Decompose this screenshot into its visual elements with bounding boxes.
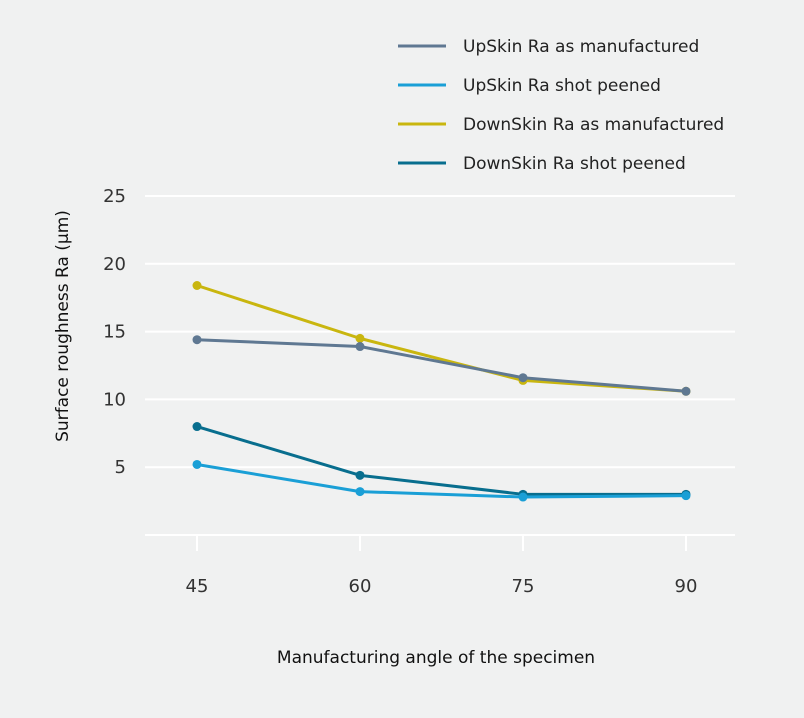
series-line — [196, 338, 687, 393]
series-upskin-ra-as-manufactured — [192, 335, 691, 396]
series-downskin-ra-as-manufactured — [192, 280, 691, 396]
data-point — [355, 470, 365, 480]
x-axis-title: Manufacturing angle of the specimen — [277, 648, 595, 668]
legend-item: UpSkin Ra shot peened — [398, 76, 661, 96]
series-line — [196, 425, 686, 496]
data-point — [192, 459, 202, 469]
data-point — [681, 386, 691, 396]
legend-item: DownSkin Ra shot peened — [398, 154, 686, 174]
series-line — [196, 284, 687, 393]
gridlines — [145, 195, 735, 536]
series-group — [192, 280, 691, 502]
legend-label: UpSkin Ra as manufactured — [463, 37, 699, 57]
data-point — [192, 335, 202, 345]
y-tick-label: 15 — [103, 322, 126, 343]
y-tick-label: 10 — [103, 389, 126, 410]
data-point — [681, 491, 691, 501]
y-tick-label: 20 — [103, 254, 126, 275]
data-point — [355, 342, 365, 352]
legend-label: DownSkin Ra as manufactured — [463, 115, 724, 135]
series-downskin-ra-shot-peened — [192, 422, 691, 499]
x-tick-label: 60 — [349, 576, 372, 597]
data-point — [192, 422, 202, 432]
data-point — [518, 492, 528, 502]
data-point — [355, 487, 365, 497]
legend-item: DownSkin Ra as manufactured — [398, 115, 724, 135]
legend-item: UpSkin Ra as manufactured — [398, 37, 699, 57]
series-upskin-ra-shot-peened — [192, 459, 691, 502]
legend-label: UpSkin Ra shot peened — [463, 76, 661, 96]
legend: UpSkin Ra as manufactured UpSkin Ra shot … — [398, 37, 724, 174]
x-axis: 45 60 75 90 — [186, 535, 698, 597]
x-tick-label: 75 — [512, 576, 535, 597]
data-point — [355, 333, 365, 343]
y-axis-title: Surface roughness Ra (µm) — [53, 210, 73, 442]
x-tick-label: 45 — [186, 576, 209, 597]
y-axis: 5 10 15 20 25 — [103, 186, 126, 478]
data-point — [192, 280, 202, 290]
x-tick-label: 90 — [675, 576, 698, 597]
y-tick-label: 5 — [115, 457, 126, 478]
data-point — [518, 373, 528, 383]
y-tick-label: 25 — [103, 186, 126, 207]
legend-label: DownSkin Ra shot peened — [463, 154, 686, 174]
series-line — [196, 463, 687, 499]
